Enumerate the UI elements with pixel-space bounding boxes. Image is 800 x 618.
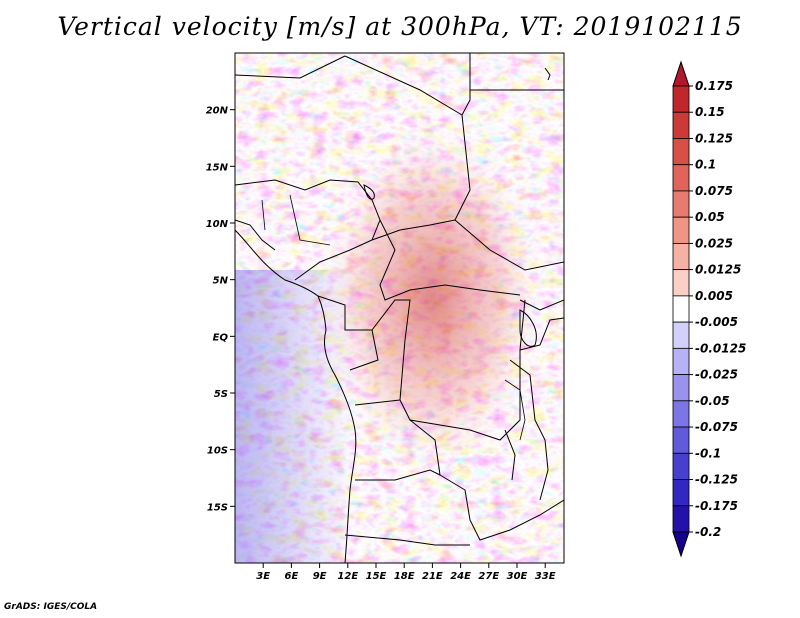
ocean-subsidence-shading xyxy=(235,270,355,563)
colorbar: 0.175 0.15 0.125 0.1 0.075 0.05 0.025 0.0125 0.0… xyxy=(672,60,746,558)
colorbar-segment xyxy=(672,295,690,323)
lat-tick-label: 5S xyxy=(214,389,228,400)
lat-tick-label: 10S xyxy=(207,446,228,457)
colorbar-segment xyxy=(672,505,690,533)
colorbar-label: -0.075 xyxy=(695,420,738,434)
lon-tick-label: 27E xyxy=(478,571,499,582)
colorbar-label: -0.05 xyxy=(695,394,730,408)
colorbar-label: -0.175 xyxy=(695,499,738,513)
colorbar-segment xyxy=(672,138,690,166)
country-borders xyxy=(235,53,564,563)
colorbar-segment xyxy=(672,85,690,113)
lat-tick-label: 15S xyxy=(207,502,228,513)
lon-tick-label: 9E xyxy=(313,571,327,582)
colorbar-segment xyxy=(672,190,690,218)
map-frame xyxy=(234,52,565,564)
colorbar-top-arrow xyxy=(672,60,690,87)
colorbar-segment xyxy=(672,374,690,402)
lon-tick-label: 12E xyxy=(337,571,358,582)
lon-tick-label: 30E xyxy=(507,571,528,582)
colorbar-segment xyxy=(672,164,690,192)
colorbar-label: -0.025 xyxy=(695,368,738,382)
colorbar-segment xyxy=(672,479,690,507)
lat-tick-label: 5N xyxy=(213,276,229,287)
colorbar-segment xyxy=(672,347,690,375)
colorbar-label: -0.2 xyxy=(695,525,721,539)
lon-tick-label: 18E xyxy=(394,571,415,582)
colorbar-segment xyxy=(672,269,690,297)
lon-tick-label: 21E xyxy=(422,571,443,582)
colorbar-label: -0.125 xyxy=(695,473,738,487)
lat-tick-label: 20N xyxy=(206,106,229,117)
colorbar-segment xyxy=(672,243,690,271)
colorbar-label: -0.1 xyxy=(695,446,721,460)
colorbar-segment xyxy=(672,216,690,244)
lon-tick-label: 33E xyxy=(535,571,556,582)
colorbar-bottom-arrow xyxy=(672,531,690,558)
colorbar-label: 0.005 xyxy=(695,289,733,303)
longitude-axis: 3E 6E 9E 12E 15E 18E 21E 24E 27E 30E 33E xyxy=(256,563,556,582)
colorbar-label: -0.005 xyxy=(695,315,738,329)
lat-tick-label: 10N xyxy=(206,219,229,230)
lon-tick-label: 3E xyxy=(256,571,270,582)
lon-tick-label: 15E xyxy=(366,571,387,582)
colorbar-label: -0.0125 xyxy=(695,341,746,355)
colorbar-label: 0.1 xyxy=(695,158,716,172)
colorbar-label: 0.0125 xyxy=(695,263,741,277)
colorbar-label: 0.15 xyxy=(695,105,725,119)
colorbar-label: 0.05 xyxy=(695,210,725,224)
colorbar-label: 0.075 xyxy=(695,184,733,198)
colorbar-segment xyxy=(672,400,690,428)
latitude-axis: 20N 15N 10N 5N EQ 5S 10S 15S xyxy=(206,106,235,513)
colorbar-label: 0.175 xyxy=(695,79,733,93)
colorbar-segment xyxy=(672,111,690,139)
colorbar-segment xyxy=(672,321,690,349)
colorbar-segment xyxy=(672,426,690,454)
grads-credit: GrADS: IGES/COLA xyxy=(4,602,98,612)
colorbar-label: 0.125 xyxy=(695,131,733,145)
chart-title: Vertical velocity [m/s] at 300hPa, VT: 2… xyxy=(57,12,743,41)
colorbar-segment xyxy=(672,452,690,480)
map-panel xyxy=(235,53,564,563)
colorbar-label: 0.025 xyxy=(695,236,733,250)
lat-tick-label: EQ xyxy=(213,332,229,343)
lon-tick-label: 6E xyxy=(285,571,299,582)
lat-tick-label: 15N xyxy=(206,162,229,173)
lon-tick-label: 24E xyxy=(450,571,471,582)
